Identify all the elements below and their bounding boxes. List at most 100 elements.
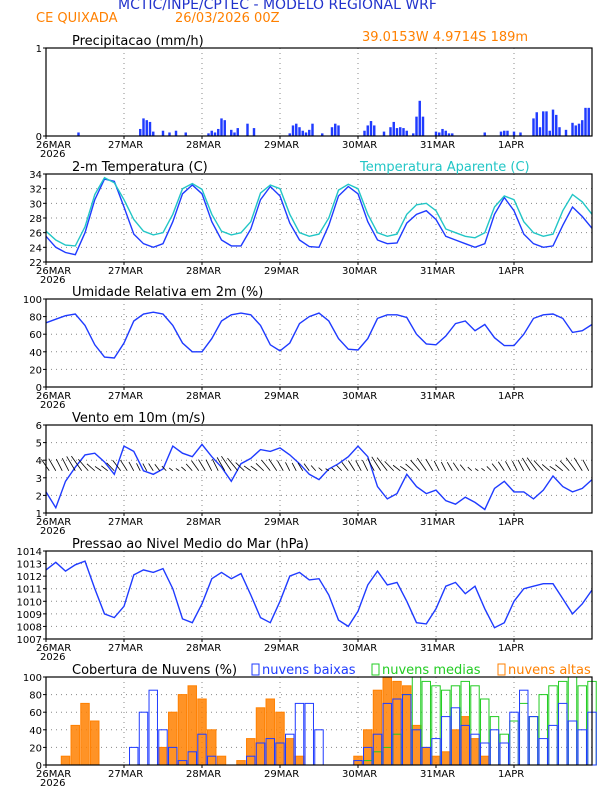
rh-xtick-label: 1APR (498, 391, 524, 402)
wind-arrow (497, 461, 505, 471)
precip-bar (77, 132, 80, 136)
wind-arrow (71, 455, 83, 471)
precip-bar (337, 125, 340, 136)
temp-series-line (45, 176, 593, 247)
wind-arrow (384, 461, 395, 472)
precip-bar (298, 127, 301, 136)
pressure-frame (45, 550, 593, 640)
precip-bar (213, 132, 217, 136)
pressure-ytick-label: 1012 (17, 572, 42, 583)
wind-arrow (416, 457, 427, 471)
rh-frame (45, 298, 593, 388)
wind-arrow (362, 460, 369, 471)
wind-arrow (452, 462, 460, 471)
clouds-bar-nuvens-altas (294, 755, 305, 766)
wind-arrow (355, 460, 362, 471)
clouds-bar-nuvens-altas (480, 755, 490, 766)
clouds-bar-nuvens-baixas (567, 720, 578, 766)
clouds-bar-nuvens-altas (470, 738, 480, 766)
wind-arrow (175, 468, 180, 472)
temp-legend: Temperatura Aparente (C) (359, 160, 530, 175)
rh-xtick-label: 29MAR (264, 391, 299, 402)
precip-bar (161, 130, 165, 136)
precip-bar (369, 121, 373, 136)
pressure-xtick-label: 28MAR (186, 643, 221, 654)
precip-bar (399, 127, 402, 136)
clouds-bar-nuvens-baixas (577, 729, 587, 766)
wind-arrow (303, 463, 310, 471)
precip-bar (288, 133, 291, 136)
clouds-bar-nuvens-baixas (528, 716, 539, 766)
clouds-legend-label: nuvens baixas (262, 663, 356, 678)
pressure-ytick-label: 1014 (17, 547, 42, 558)
clouds-bar-nuvens-altas (372, 689, 383, 766)
wind-arrow (467, 466, 473, 472)
clouds-legend-label: nuvens medias (382, 663, 481, 678)
clouds-bar-nuvens-altas (60, 755, 71, 766)
pressure-xtick-label: 1APR (498, 643, 524, 654)
wind-arrow (376, 457, 388, 472)
wind-arrow (318, 467, 323, 472)
clouds-bar-nuvens-altas (450, 729, 461, 766)
precip-bar (366, 125, 369, 136)
clouds-bar-nuvens-baixas (538, 738, 548, 766)
wind-arrow (227, 457, 239, 472)
wind-arrow (185, 463, 193, 472)
wind-arrow (371, 456, 382, 471)
clouds-bar-nuvens-altas (246, 738, 256, 766)
wind-arrow (268, 458, 278, 471)
temp-title: 2-m Temperatura (C) (72, 160, 208, 175)
rh-year-label: 2026 (40, 400, 65, 411)
temp-ytick-label: 28 (29, 214, 42, 225)
wind-arrow (549, 465, 557, 472)
clouds-bar-nuvens-altas (207, 729, 217, 766)
wind-arrow (433, 460, 440, 471)
wind-arrow (106, 462, 115, 472)
wind-ytick-label: 2 (36, 491, 42, 502)
clouds-xtick-label: 1APR (498, 769, 524, 780)
precip-xtick-label: 27MAR (108, 140, 143, 151)
temp-ytick-label: 34 (29, 170, 42, 181)
wind-xtick-label: 29MAR (264, 517, 299, 528)
rh-title: Umidade Relativa em 2m (%) (72, 285, 263, 300)
clouds-bar-nuvens-altas (382, 676, 392, 766)
precip-bar (503, 130, 506, 136)
wind-arrow (191, 460, 200, 471)
precip-bar (564, 129, 568, 136)
wind-arrow (517, 459, 525, 471)
precip-bar (246, 123, 249, 136)
clouds-legend-swatch (497, 663, 506, 676)
wind-arrow (410, 459, 421, 472)
precip-xtick-label: 30MAR (342, 140, 377, 151)
temp-ytick-label: 24 (29, 243, 42, 254)
temp-xtick-label: 28MAR (186, 266, 221, 277)
rh-ytick-label: 60 (29, 330, 42, 341)
wind-arrow (94, 466, 102, 472)
precip-xtick-label: 28MAR (186, 140, 221, 151)
wind-arrow (285, 462, 291, 471)
wind-arrow (136, 463, 141, 471)
pressure-ytick-label: 1008 (17, 622, 42, 633)
clouds-ytick-label: 60 (29, 708, 42, 719)
clouds-bar-nuvens-altas (80, 702, 90, 766)
clouds-bar-nuvens-altas (187, 685, 197, 766)
wind-arrow (512, 461, 518, 471)
precip-title: Precipitacao (mm/h) (72, 34, 204, 49)
precip-frame (45, 47, 593, 137)
wind-arrow (555, 464, 564, 472)
temp-xtick-label: 31MAR (420, 266, 455, 277)
wind-arrow (142, 463, 148, 471)
clouds-bar-nuvens-altas (90, 720, 100, 766)
wind-ytick-label: 4 (36, 456, 42, 467)
wind-arrow (255, 463, 265, 472)
clouds-bar-nuvens-altas (177, 694, 188, 766)
rh-series-line (45, 311, 593, 359)
precip-bar (402, 128, 405, 136)
clouds-legend-swatch (251, 663, 260, 676)
wind-arrow (48, 458, 57, 471)
precip-bar (548, 130, 551, 136)
temp-year-label: 2026 (40, 275, 65, 286)
pressure-series-line (45, 560, 593, 629)
precip-bar (152, 131, 155, 136)
wind-arrow (341, 462, 349, 472)
